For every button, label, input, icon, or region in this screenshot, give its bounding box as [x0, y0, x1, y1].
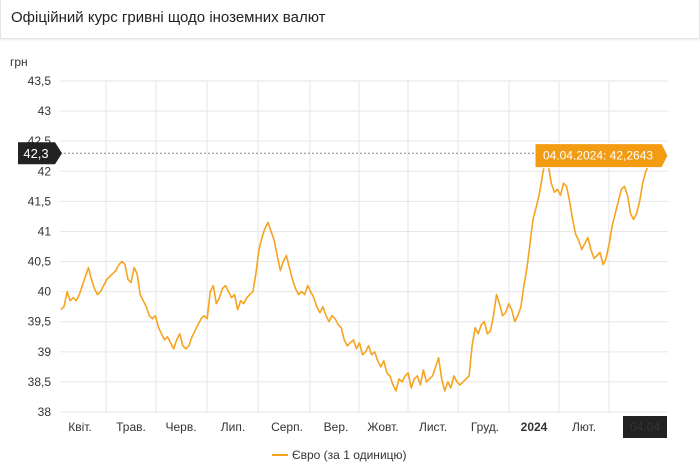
y-crosshair-label-box [18, 142, 62, 165]
x-crosshair-label: 04.04 [630, 420, 660, 434]
tooltip-box [534, 143, 669, 169]
y-axis-label: грн [10, 55, 28, 69]
page-title: Офіційний курс гривні щодо іноземних вал… [11, 9, 326, 26]
y-tick-label: 43,5 [28, 74, 52, 88]
legend-label[interactable]: Євро (за 1 одиницю) [292, 448, 407, 462]
header-bar: Офіційний курс гривні щодо іноземних вал… [0, 0, 700, 39]
x-crosshair-label-box [623, 416, 667, 438]
x-tick-label: Квіт. [68, 420, 92, 434]
y-tick-label: 39 [38, 345, 52, 359]
y-tick-label: 42 [38, 164, 52, 178]
y-tick-label: 38,5 [28, 375, 52, 389]
y-tick-label: 39,5 [28, 315, 52, 329]
series-line-euro[interactable] [60, 143, 665, 392]
x-tick-label: Трав. [116, 420, 146, 434]
x-tick-label: Лип. [221, 420, 245, 434]
x-tick-label: Груд. [471, 420, 499, 434]
y-tick-label: 38 [38, 405, 52, 419]
y-tick-label: 41,5 [28, 194, 52, 208]
y-tick-label: 41 [38, 224, 52, 238]
legend[interactable]: Євро (за 1 одиницю) [272, 448, 407, 462]
x-tick-label: Серп. [271, 420, 303, 434]
crosshair: 42,3 04.04.2024: 42,2643 [18, 142, 669, 169]
x-axis-ticks: Квіт. Трав. Черв. Лип. Серп. Вер. Жовт. Лист. Гр… [68, 416, 667, 438]
y-tick-label: 40 [38, 285, 52, 299]
x-tick-label: Черв. [165, 420, 196, 434]
x-tick-label: Вер. [324, 420, 349, 434]
tooltip-text: 04.04.2024: 42,2643 [543, 149, 653, 163]
y-tick-label: 40,5 [28, 255, 52, 269]
x-tick-label: Лист. [419, 420, 447, 434]
x-tick-label: 2024 [521, 420, 548, 434]
x-tick-label: Жовт. [367, 420, 398, 434]
grid [60, 80, 668, 413]
y-tick-label: 43 [38, 104, 52, 118]
y-crosshair-label: 42,3 [23, 146, 48, 161]
x-tick-label: Лют. [572, 420, 596, 434]
